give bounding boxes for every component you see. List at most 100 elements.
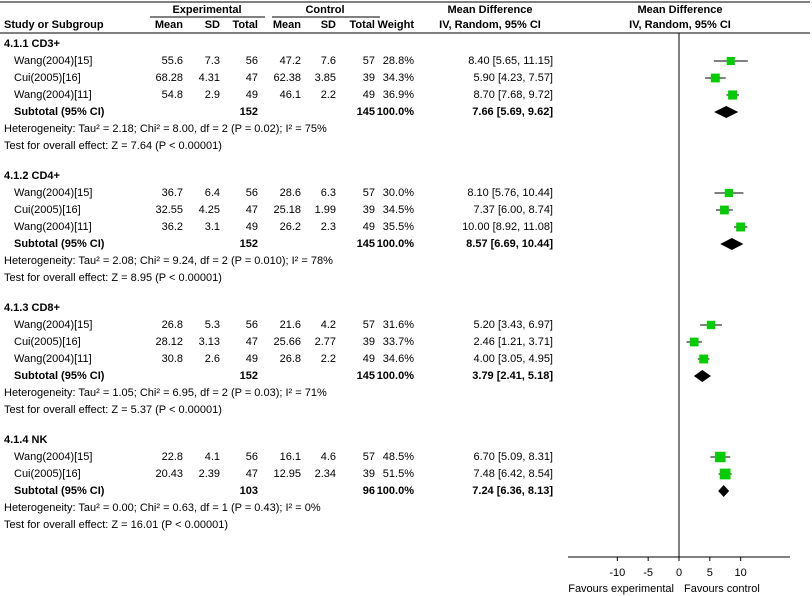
ctl-cell: 28.6 [280,187,301,199]
md-cell: 8.70 [7.68, 9.72] [473,89,553,101]
weight-cell: 35.5% [383,221,414,233]
column-header: Mean [155,19,183,31]
group-header: Mean Difference [448,4,533,16]
x-tick-label: 0 [676,567,682,579]
effect-marker [715,451,726,463]
md-cell: 2.46 [1.21, 3.71] [473,336,553,348]
column-header: Total [350,19,375,31]
ctl-cell: 25.66 [273,336,301,348]
weight-cell: 33.7% [383,336,414,348]
effect-marker [719,468,731,480]
effect-marker [706,320,716,330]
ctl-cell: 16.1 [280,451,301,463]
weight-cell: 28.8% [383,55,414,67]
exp-cell: 20.43 [155,468,183,480]
ctl-cell: 2.2 [321,353,336,365]
group-title: 4.1.4 NK [4,434,47,446]
subtotal-exp: 152 [240,106,258,118]
ctl-cell: 57 [363,451,375,463]
exp-cell: 2.6 [205,353,220,365]
subtotal-diamond [718,485,730,497]
ctl-cell: 25.18 [273,204,301,216]
exp-cell: 2.9 [205,89,220,101]
subtotal-name: Subtotal (95% CI) [14,370,105,382]
effect-marker [724,188,734,198]
study-name: Wang(2004)[15] [14,451,92,463]
group-header: Experimental [172,4,241,16]
study-name: Cui(2005)[16] [14,336,81,348]
md-cell: 5.90 [4.23, 7.57] [473,72,553,84]
exp-cell: 3.13 [199,336,220,348]
ctl-cell: 2.3 [321,221,336,233]
column-header: SD [205,19,220,31]
subtotal-weight: 100.0% [377,238,415,250]
exp-cell: 47 [246,336,258,348]
exp-cell: 5.3 [205,319,220,331]
ctl-cell: 4.2 [321,319,336,331]
group-title: 4.1.1 CD3+ [4,38,60,50]
exp-cell: 56 [246,319,258,331]
ctl-cell: 1.99 [315,204,336,216]
exp-cell: 30.8 [162,353,183,365]
effect-marker [689,337,699,347]
md-cell: 4.00 [3.05, 4.95] [473,353,553,365]
ctl-cell: 49 [363,221,375,233]
md-cell: 10.00 [8.92, 11.08] [462,221,553,233]
ctl-cell: 6.3 [321,187,336,199]
x-tick-label: -10 [609,567,625,579]
exp-cell: 55.6 [162,55,183,67]
x-tick-label: 10 [735,567,747,579]
study-name: Cui(2005)[16] [14,468,81,480]
weight-cell: 34.3% [383,72,414,84]
ctl-cell: 2.77 [315,336,336,348]
subtotal-diamond [693,370,711,382]
subtotal-diamond [714,106,739,118]
subtotal-exp: 103 [240,485,258,497]
exp-cell: 7.3 [205,55,220,67]
overall-effect: Test for overall effect: Z = 7.64 (P < 0… [4,140,222,152]
subtotal-exp: 152 [240,238,258,250]
heterogeneity: Heterogeneity: Tau² = 2.18; Chi² = 8.00,… [4,123,327,135]
exp-cell: 2.39 [199,468,220,480]
subtotal-name: Subtotal (95% CI) [14,485,105,497]
exp-cell: 28.12 [155,336,183,348]
exp-cell: 47 [246,204,258,216]
subtotal-weight: 100.0% [377,106,415,118]
effect-marker [720,205,729,215]
subtotal-ctl: 145 [357,370,375,382]
exp-cell: 49 [246,89,258,101]
study-name: Wang(2004)[11] [14,221,92,233]
subtotal-exp: 152 [240,370,258,382]
ctl-cell: 57 [363,187,375,199]
md-cell: 5.20 [3.43, 6.97] [473,319,553,331]
ctl-cell: 62.38 [273,72,301,84]
weight-cell: 36.9% [383,89,414,101]
ctl-cell: 39 [363,204,375,216]
study-name: Wang(2004)[11] [14,89,92,101]
weight-cell: 51.5% [383,468,414,480]
exp-cell: 36.7 [162,187,183,199]
ctl-cell: 49 [363,89,375,101]
exp-cell: 4.1 [205,451,220,463]
overall-effect: Test for overall effect: Z = 5.37 (P < 0… [4,404,222,416]
exp-cell: 56 [246,451,258,463]
subtotal-weight: 100.0% [377,485,415,497]
weight-cell: 31.6% [383,319,414,331]
subtotal-weight: 100.0% [377,370,415,382]
exp-cell: 56 [246,55,258,67]
ctl-cell: 26.2 [280,221,301,233]
weight-cell: 34.6% [383,353,414,365]
exp-cell: 49 [246,353,258,365]
exp-cell: 22.8 [162,451,183,463]
exp-cell: 32.55 [155,204,183,216]
column-header: Study or Subgroup [4,19,104,31]
ctl-cell: 3.85 [315,72,336,84]
heterogeneity: Heterogeneity: Tau² = 0.00; Chi² = 0.63,… [4,502,321,514]
group-title: 4.1.3 CD8+ [4,302,60,314]
ctl-cell: 39 [363,72,375,84]
subtotal-ctl: 145 [357,106,375,118]
x-tick-label: -5 [643,567,653,579]
effect-marker [699,354,709,364]
md-cell: 6.70 [5.09, 8.31] [473,451,553,463]
study-name: Wang(2004)[15] [14,55,92,67]
